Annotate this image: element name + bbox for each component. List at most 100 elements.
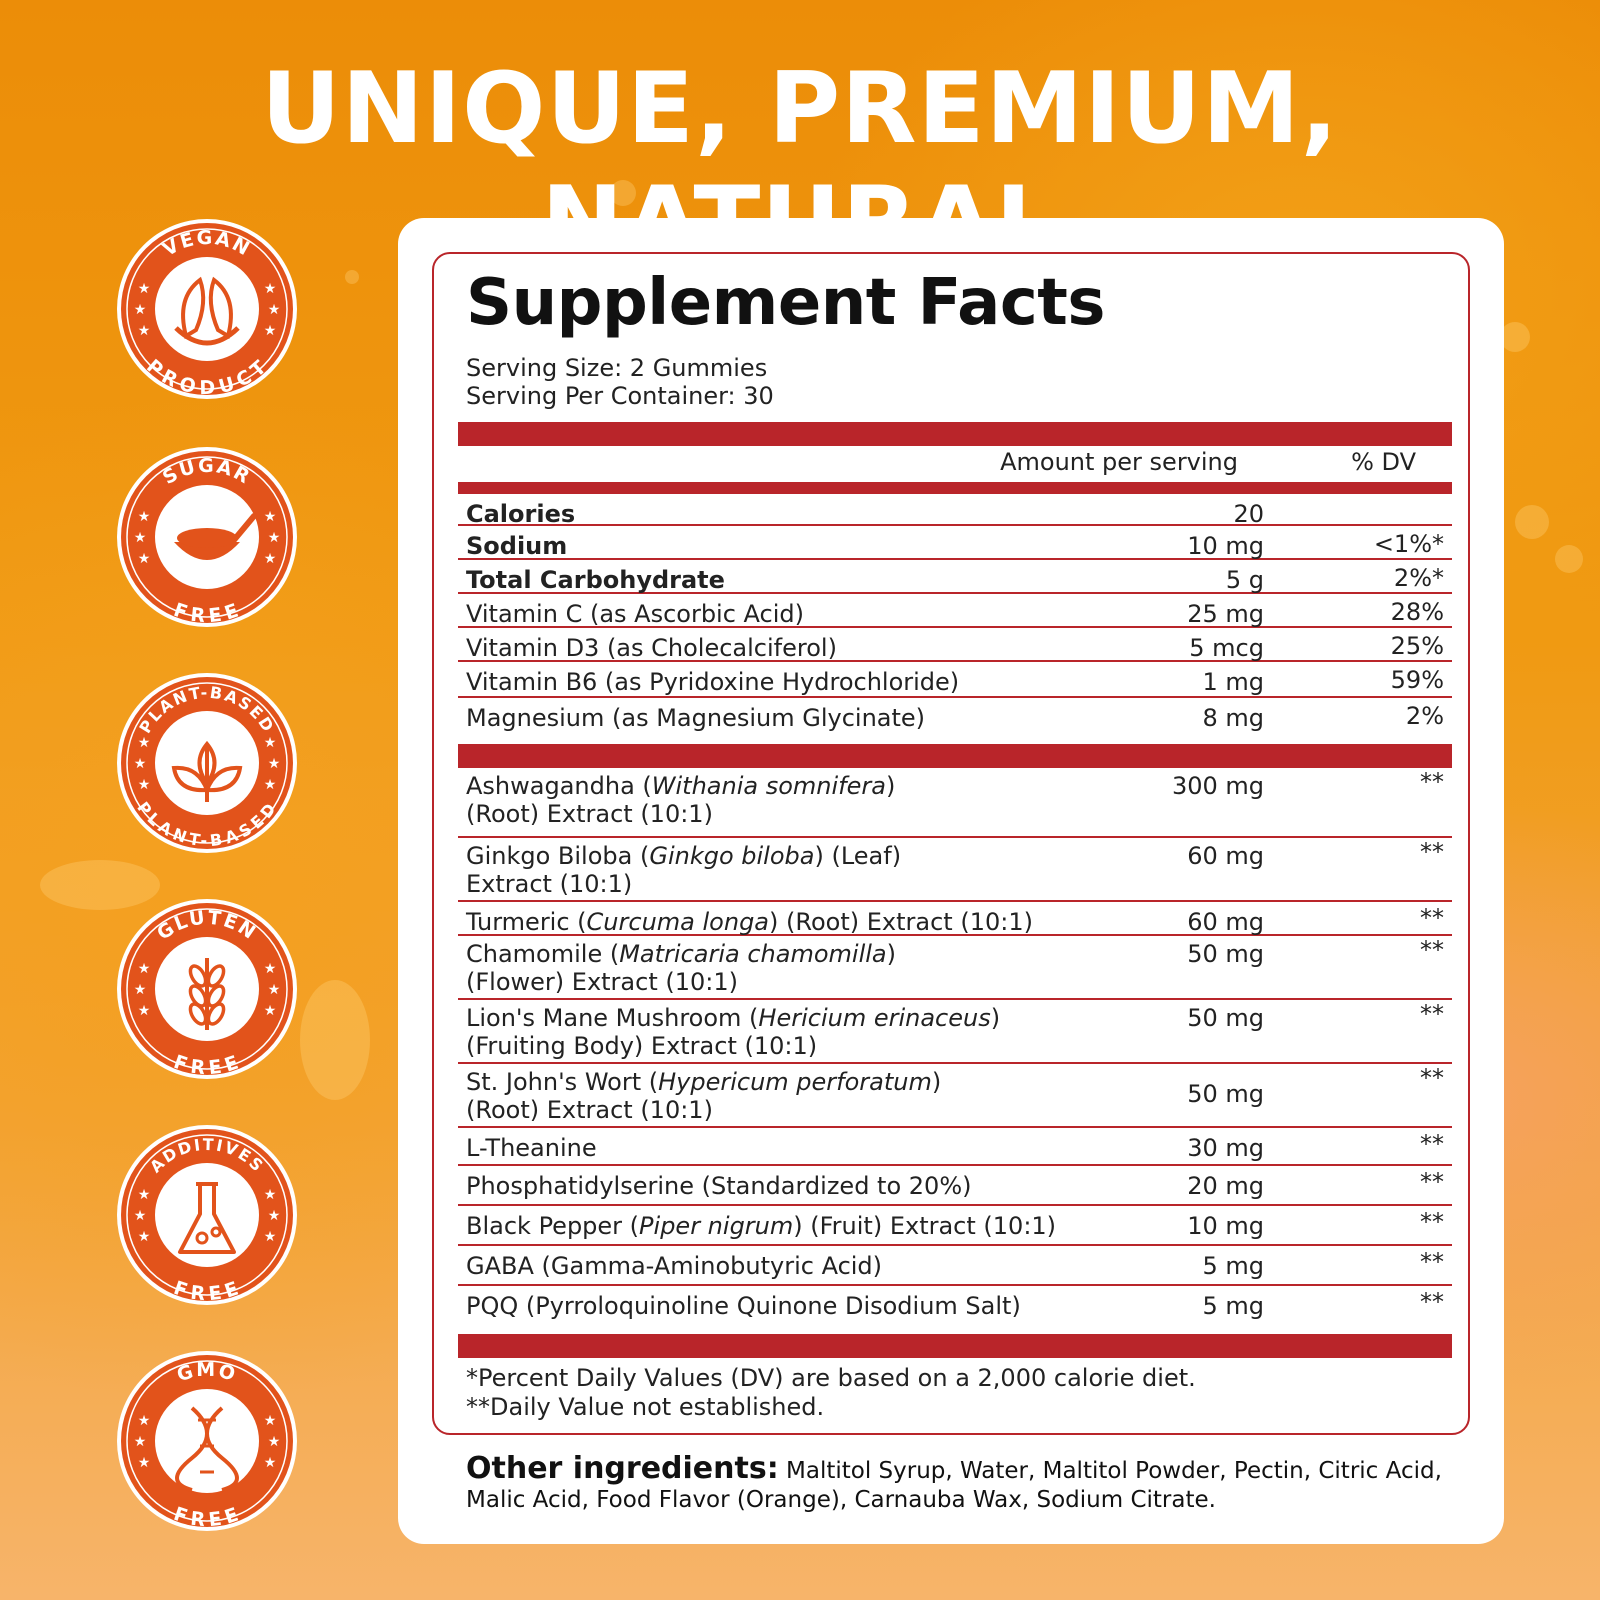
extract-name: Lion's Mane Mushroom ( bbox=[466, 1004, 759, 1032]
extract-name-line2: (Flower) Extract (10:1) bbox=[466, 968, 738, 996]
svg-text:★: ★ bbox=[134, 302, 147, 318]
nutrient-dv: 28% bbox=[1390, 598, 1444, 626]
svg-text:★: ★ bbox=[264, 777, 277, 793]
extract-dv: ** bbox=[1420, 904, 1444, 932]
svg-text:★: ★ bbox=[268, 530, 281, 546]
nutrient-name: Vitamin B6 (as Pyridoxine Hydrochloride) bbox=[466, 668, 960, 696]
svg-text:★: ★ bbox=[268, 982, 281, 998]
wheat-icon bbox=[188, 958, 226, 1030]
extract-dv: ** bbox=[1420, 1000, 1444, 1028]
extract-row: Ashwagandha (Withania somnifera) (Root) E… bbox=[458, 768, 1452, 838]
footer-bar bbox=[458, 1334, 1452, 1358]
extract-latin-name: Piper nigrum bbox=[639, 1212, 794, 1240]
svg-text:★: ★ bbox=[138, 1413, 151, 1429]
svg-text:★: ★ bbox=[134, 756, 147, 772]
nutrient-name: Calories bbox=[466, 500, 576, 528]
svg-text:★: ★ bbox=[138, 777, 151, 793]
extract-dv: ** bbox=[1420, 838, 1444, 866]
nutrient-dv: 59% bbox=[1390, 666, 1444, 694]
extract-name-line2: Extract (10:1) bbox=[466, 870, 633, 898]
extract-name-line2: (Fruiting Body) Extract (10:1) bbox=[466, 1032, 818, 1060]
extract-latin-name: Hypericum perforatum bbox=[658, 1068, 932, 1096]
extract-amount: 5 mg bbox=[1202, 1292, 1264, 1320]
badge-additives: ★ ★ ★ ★ ★ ★ ADDITIVES FREE bbox=[116, 1124, 298, 1306]
extract-name-line2: (Root) Extract (10:1) bbox=[466, 1096, 713, 1124]
svg-text:★: ★ bbox=[264, 961, 277, 977]
nutrient-row: Vitamin C (as Ascorbic Acid) 25 mg 28% bbox=[458, 594, 1452, 628]
extract-row: Black Pepper (Piper nigrum) (Fruit) Extr… bbox=[458, 1206, 1452, 1246]
nutrient-dv: 2%* bbox=[1393, 564, 1444, 592]
extract-name: L-Theanine bbox=[466, 1134, 597, 1162]
extract-amount: 50 mg bbox=[1187, 1004, 1264, 1032]
extract-name: St. John's Wort ( bbox=[466, 1068, 659, 1096]
svg-text:★: ★ bbox=[264, 323, 277, 339]
extract-amount: 10 mg bbox=[1187, 1212, 1264, 1240]
extract-dv: ** bbox=[1420, 1130, 1444, 1158]
extract-name: Black Pepper ( bbox=[466, 1212, 640, 1240]
extract-name: Ginkgo Biloba ( bbox=[466, 842, 650, 870]
nutrient-amount: 1 mg bbox=[1202, 668, 1264, 696]
svg-text:★: ★ bbox=[138, 1455, 151, 1471]
leaf-hands-badge-graphic: ★★★★★★ VEGAN PRODUCT bbox=[117, 219, 297, 399]
svg-text:★: ★ bbox=[264, 1455, 277, 1471]
extract-name-suffix: ) bbox=[990, 1004, 1001, 1032]
facts-title: Supplement Facts bbox=[466, 266, 1105, 340]
extract-name-suffix: ) bbox=[931, 1068, 942, 1096]
extract-amount: 5 mg bbox=[1202, 1252, 1264, 1280]
svg-text:★: ★ bbox=[134, 530, 147, 546]
svg-text:★: ★ bbox=[264, 1003, 277, 1019]
other-ingredients-label: Other ingredients: bbox=[466, 1451, 779, 1486]
amount-header: Amount per serving bbox=[1000, 448, 1238, 476]
header-bar bbox=[458, 422, 1452, 446]
footnote-not-established: **Daily Value not established. bbox=[466, 1393, 825, 1421]
extract-dv: ** bbox=[1420, 1248, 1444, 1276]
extract-name-suffix: ) bbox=[886, 940, 896, 968]
nutrient-name: Sodium bbox=[466, 532, 568, 560]
svg-text:★: ★ bbox=[264, 281, 277, 297]
extract-row: PQQ (Pyrroloquinoline Quinone Disodium S… bbox=[458, 1286, 1452, 1334]
plant-icon bbox=[171, 740, 243, 802]
droplet bbox=[300, 980, 370, 1100]
extract-dv: ** bbox=[1420, 1064, 1444, 1092]
svg-text:★: ★ bbox=[268, 1208, 281, 1224]
nutrient-dv: <1%* bbox=[1373, 530, 1444, 558]
extract-row: Phosphatidylserine (Standardized to 20%)… bbox=[458, 1166, 1452, 1206]
wheat-badge-graphic: ★★★★★★ GLUTEN FREE bbox=[117, 899, 297, 1079]
extract-name: Turmeric ( bbox=[466, 908, 587, 936]
nutrient-name: Vitamin D3 (as Cholecalciferol) bbox=[466, 634, 837, 662]
nutrient-row: Magnesium (as Magnesium Glycinate) 8 mg 2% bbox=[458, 698, 1452, 732]
nutrient-amount: 20 bbox=[1233, 500, 1264, 528]
svg-text:★: ★ bbox=[268, 302, 281, 318]
svg-text:★: ★ bbox=[134, 1434, 147, 1450]
droplet bbox=[40, 860, 160, 910]
sugar-spoon-icon bbox=[174, 513, 257, 560]
svg-text:★: ★ bbox=[264, 1413, 277, 1429]
footnote-dv: *Percent Daily Values (DV) are based on … bbox=[466, 1364, 1196, 1392]
extract-amount: 300 mg bbox=[1171, 772, 1264, 800]
extract-name-suffix: ) (Fruit) Extract (10:1) bbox=[793, 1212, 1057, 1240]
supplement-facts-card: Supplement Facts Serving Size: 2 Gummies… bbox=[398, 218, 1504, 1544]
extract-name-suffix: ) (Leaf) bbox=[814, 842, 902, 870]
droplet bbox=[610, 180, 636, 206]
other-ingredients-text: Maltitol Syrup, Water, Maltitol Powder, … bbox=[466, 1458, 1442, 1513]
extract-dv: ** bbox=[1420, 1168, 1444, 1196]
serving-per-container: Serving Per Container: 30 bbox=[466, 382, 774, 410]
other-ingredients: Other ingredients: Maltitol Syrup, Water… bbox=[466, 1454, 1456, 1515]
svg-text:★: ★ bbox=[264, 509, 277, 525]
extract-name-suffix: ) bbox=[885, 772, 896, 800]
extract-name: Chamomile ( bbox=[466, 940, 620, 968]
svg-text:★: ★ bbox=[138, 509, 151, 525]
extract-row: St. John's Wort (Hypericum perforatum) (R… bbox=[458, 1064, 1452, 1128]
extract-amount: 50 mg bbox=[1187, 1080, 1264, 1108]
extract-dv: ** bbox=[1420, 768, 1444, 796]
extract-row: Chamomile (Matricaria chamomilla) (Flower… bbox=[458, 936, 1452, 1000]
nutrient-row: Vitamin D3 (as Cholecalciferol) 5 mcg 25% bbox=[458, 628, 1452, 662]
nutrient-row: Calories 20 bbox=[458, 494, 1452, 528]
extract-latin-name: Matricaria chamomilla bbox=[619, 940, 887, 968]
extract-name: Phosphatidylserine (Standardized to 20%) bbox=[466, 1172, 972, 1200]
nutrient-dv: 2% bbox=[1405, 702, 1444, 730]
svg-text:★: ★ bbox=[138, 961, 151, 977]
badge-gmo: ★ ★ ★ ★ ★ ★ GMO FREE bbox=[116, 1350, 298, 1532]
nutrient-amount: 5 mcg bbox=[1189, 634, 1264, 662]
svg-text:★: ★ bbox=[138, 735, 151, 751]
